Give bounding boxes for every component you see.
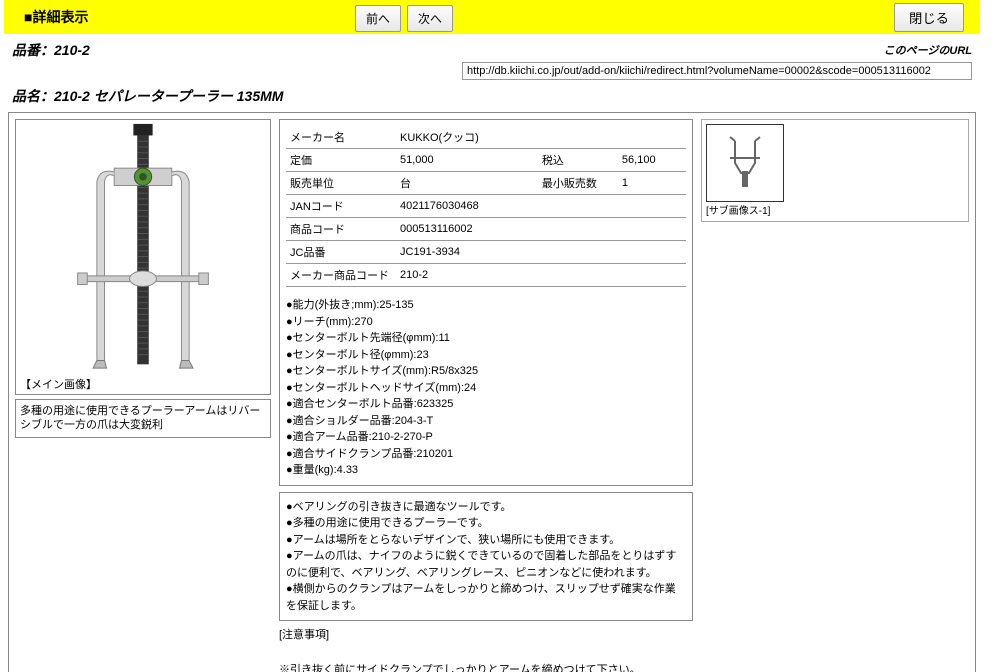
puller-illustration (43, 122, 243, 372)
spec-label2 (538, 126, 618, 149)
main-image (16, 120, 270, 374)
info-row: 品番：210-2 このページのURL (0, 34, 984, 62)
spec-row: メーカー名KUKKO(クッコ) (286, 126, 686, 149)
next-button[interactable]: 次へ (407, 5, 453, 32)
spec-label2: 税込 (538, 149, 618, 172)
header-bar: ■詳細表示 前へ 次へ 閉じる (4, 0, 980, 34)
spec-row: 販売単位台最小販売数1 (286, 172, 686, 195)
spec-row: メーカー商品コード210-2 (286, 264, 686, 287)
left-description: 多種の用途に使用できるプーラーアームはリバーシブルで一方の爪は大変鋭利 (15, 399, 271, 438)
spec-label: メーカー商品コード (286, 264, 396, 287)
spec-value2 (618, 241, 686, 264)
bullet-item: ●重量(kg):4.33 (286, 462, 686, 479)
main-image-box: 【メイン画像】 (15, 119, 271, 395)
spec-value: 210-2 (396, 264, 538, 287)
spec-row: JANコード4021176030468 (286, 195, 686, 218)
spec-value: KUKKO(クッコ) (396, 126, 538, 149)
spec-label: メーカー名 (286, 126, 396, 149)
spec-value2 (618, 195, 686, 218)
part-number: 品番：210-2 (12, 40, 90, 60)
spec-value: 000513116002 (396, 218, 538, 241)
spec-label: JANコード (286, 195, 396, 218)
spec-label: 販売単位 (286, 172, 396, 195)
spec-label: JC品番 (286, 241, 396, 264)
spec-table: メーカー名KUKKO(クッコ)定価51,000税込56,100販売単位台最小販売… (286, 126, 686, 287)
right-column: [サブ画像ス-1] (701, 119, 969, 672)
notes-text: ※引き抜く前にサイドクランプでしっかりとアームを締めつけて下さい。 (279, 662, 693, 672)
spec-label2 (538, 195, 618, 218)
bullet-item: ●適合ショルダー品番:204-3-T (286, 413, 686, 430)
url-input[interactable] (462, 62, 972, 80)
spec-label2 (538, 264, 618, 287)
bullet-item: ●センターボルト径(φmm):23 (286, 347, 686, 364)
spec-label2: 最小販売数 (538, 172, 618, 195)
thumb-caption: [サブ画像ス-1] (706, 202, 964, 217)
spec-value: 51,000 (396, 149, 538, 172)
url-label: このページのURL (884, 42, 972, 58)
spec-label2 (538, 218, 618, 241)
spec-label2 (538, 241, 618, 264)
bullet-item: ●適合アーム品番:210-2-270-P (286, 429, 686, 446)
thumb-container: [サブ画像ス-1] (701, 119, 969, 222)
notes-box: [注意事項] ※引き抜く前にサイドクランプでしっかりとアームを締めつけて下さい。 (279, 627, 693, 672)
close-button[interactable]: 閉じる (894, 3, 964, 32)
bullet-item: ●センターボルト先端径(φmm):11 (286, 330, 686, 347)
spec-box: メーカー名KUKKO(クッコ)定価51,000税込56,100販売単位台最小販売… (279, 119, 693, 486)
spec-value2 (618, 126, 686, 149)
description-line: ●ベアリングの引き抜きに最適なツールです。 (286, 499, 686, 516)
bullet-list: ●能力(外抜き;mm):25-135●リーチ(mm):270●センターボルト先端… (286, 297, 686, 479)
spec-value2: 1 (618, 172, 686, 195)
bullet-item: ●適合サイドクランプ品番:210201 (286, 446, 686, 463)
spec-value: 4021176030468 (396, 195, 538, 218)
content-scroll[interactable]: ■詳細表示 前へ 次へ 閉じる 品番：210-2 このページのURL 品名：21… (0, 0, 984, 672)
spec-value: 台 (396, 172, 538, 195)
left-column: 【メイン画像】 多種の用途に使用できるプーラーアームはリバーシブルで一方の爪は大… (15, 119, 271, 672)
part-name: 品名：210-2 セパレータープーラー 135MM (0, 84, 984, 112)
middle-column: メーカー名KUKKO(クッコ)定価51,000税込56,100販売単位台最小販売… (279, 119, 693, 672)
spec-row: 商品コード000513116002 (286, 218, 686, 241)
spec-value2 (618, 218, 686, 241)
description-box: ●ベアリングの引き抜きに最適なツールです。●多種の用途に使用できるプーラーです。… (279, 492, 693, 622)
spec-label: 商品コード (286, 218, 396, 241)
thumbnail-image[interactable] (706, 124, 784, 202)
description-line: ●横側からのクランプはアームをしっかりと締めつけ、スリップせず確実な作業を保証し… (286, 581, 686, 614)
prev-button[interactable]: 前へ (355, 5, 401, 32)
spec-label: 定価 (286, 149, 396, 172)
spec-value2 (618, 264, 686, 287)
spec-value2: 56,100 (618, 149, 686, 172)
bullet-item: ●適合センターボルト品番:623325 (286, 396, 686, 413)
thumb-illustration (715, 133, 775, 193)
spec-value: JC191-3934 (396, 241, 538, 264)
page-title: ■詳細表示 (24, 7, 88, 27)
description-line: ●アームの爪は、ナイフのように鋭くできているので固着した部品をとりはずすのに便利… (286, 548, 686, 581)
description-line: ●多種の用途に使用できるプーラーです。 (286, 515, 686, 532)
description-line: ●アームは場所をとらないデザインで、狭い場所にも使用できます。 (286, 532, 686, 549)
bullet-item: ●能力(外抜き;mm):25-135 (286, 297, 686, 314)
spec-row: JC品番JC191-3934 (286, 241, 686, 264)
notes-title: [注意事項] (279, 627, 693, 645)
main-image-caption: 【メイン画像】 (16, 374, 270, 394)
bullet-item: ●リーチ(mm):270 (286, 314, 686, 331)
spec-row: 定価51,000税込56,100 (286, 149, 686, 172)
bullet-item: ●センターボルトヘッドサイズ(mm):24 (286, 380, 686, 397)
bullet-item: ●センターボルトサイズ(mm):R5/8x325 (286, 363, 686, 380)
main-container: 【メイン画像】 多種の用途に使用できるプーラーアームはリバーシブルで一方の爪は大… (8, 112, 976, 672)
